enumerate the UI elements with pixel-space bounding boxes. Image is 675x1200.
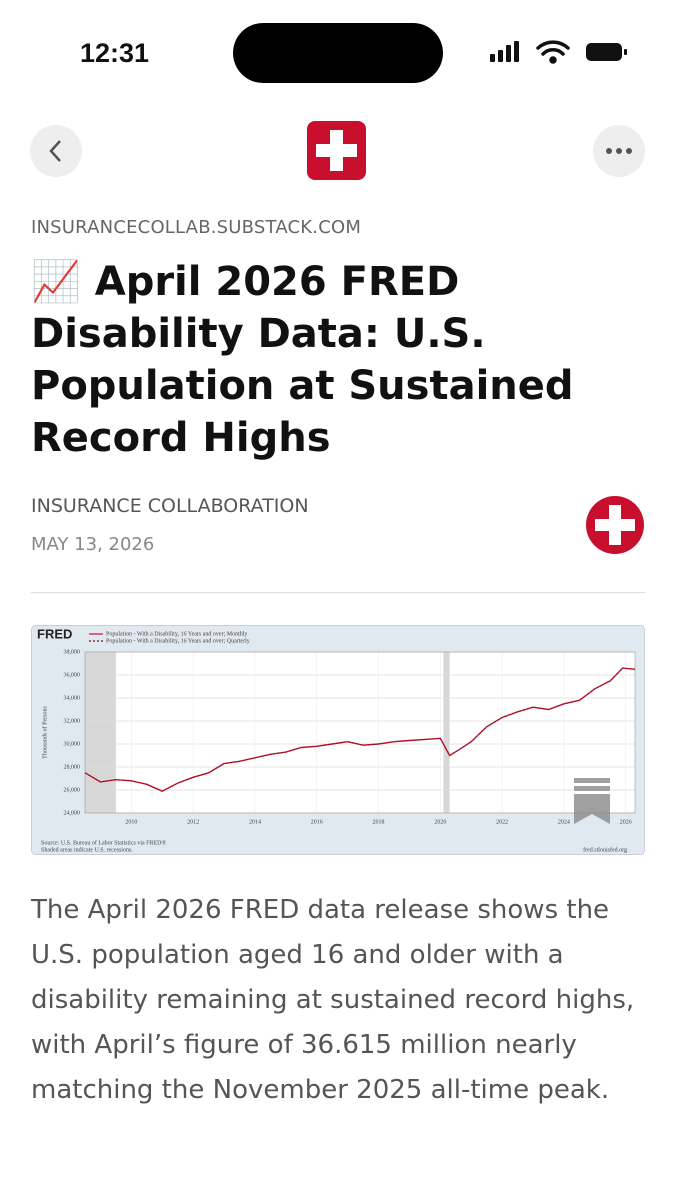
y-tick-label: 32,000 bbox=[64, 718, 81, 724]
signal bbox=[490, 41, 519, 62]
bookmark-icon bbox=[574, 778, 610, 824]
y-tick-label: 24,000 bbox=[64, 810, 81, 816]
plot-border bbox=[84, 651, 636, 814]
x-tick-label: 2024 bbox=[558, 819, 570, 825]
y-tick-label: 26,000 bbox=[64, 787, 81, 793]
y-tick-label: 36,000 bbox=[64, 672, 81, 678]
y-tick-label: 38,000 bbox=[64, 649, 81, 655]
divider bbox=[31, 592, 645, 593]
date: MAY 13, 2026 bbox=[31, 534, 155, 555]
wifi bbox=[536, 40, 570, 64]
dynamic-island bbox=[233, 23, 443, 83]
note: Shaded areas indicate U.S. recessions. bbox=[41, 847, 133, 853]
status-time: 12:31 bbox=[80, 38, 150, 68]
x-tick-label: 2020 bbox=[434, 819, 446, 825]
y-tick-label: 28,000 bbox=[64, 764, 81, 770]
y-axis-label: Thousands of Persons bbox=[41, 706, 48, 759]
credit: fred.stlouisfed.org bbox=[583, 846, 627, 853]
x-tick-label: 2016 bbox=[311, 819, 323, 825]
author[interactable]: INSURANCE COLLABORATION bbox=[31, 495, 309, 517]
recession bbox=[85, 652, 116, 813]
battery bbox=[586, 43, 622, 61]
legend-label: Population - With a Disability, 16 Years… bbox=[106, 638, 250, 644]
y-tick-label: 34,000 bbox=[64, 695, 81, 701]
back-button[interactable] bbox=[30, 125, 82, 177]
x-tick-label: 2010 bbox=[125, 819, 137, 825]
publication[interactable]: INSURANCECOLLAB.SUBSTACK.COM bbox=[31, 217, 362, 238]
x-tick-label: 2022 bbox=[496, 819, 508, 825]
legend-label: Population - With a Disability, 16 Years… bbox=[106, 631, 247, 637]
x-tick-label: 2014 bbox=[249, 819, 261, 825]
body-text: The April 2026 FRED data release shows t… bbox=[31, 895, 635, 1105]
recession bbox=[443, 652, 450, 813]
source: Source: U.S. Bureau of Labor Statistics … bbox=[41, 839, 166, 846]
fred-logo: FRED bbox=[37, 626, 72, 641]
post-title: 📈 April 2026 FRED Disability Data: U.S. … bbox=[31, 259, 574, 461]
chart-image[interactable]: 24,000 26,000 28,000 30,000 32,000 34,000 36,0… bbox=[31, 625, 645, 855]
x-tick-label: 2018 bbox=[373, 819, 385, 825]
x-tick-label: 2026 bbox=[620, 819, 632, 825]
chrome bbox=[30, 23, 645, 180]
plot-area bbox=[85, 652, 635, 813]
series-line bbox=[84, 667, 636, 792]
x-tick-label: 2012 bbox=[187, 819, 199, 825]
y-tick-label: 30,000 bbox=[64, 741, 81, 747]
author-avatar[interactable] bbox=[584, 494, 646, 556]
